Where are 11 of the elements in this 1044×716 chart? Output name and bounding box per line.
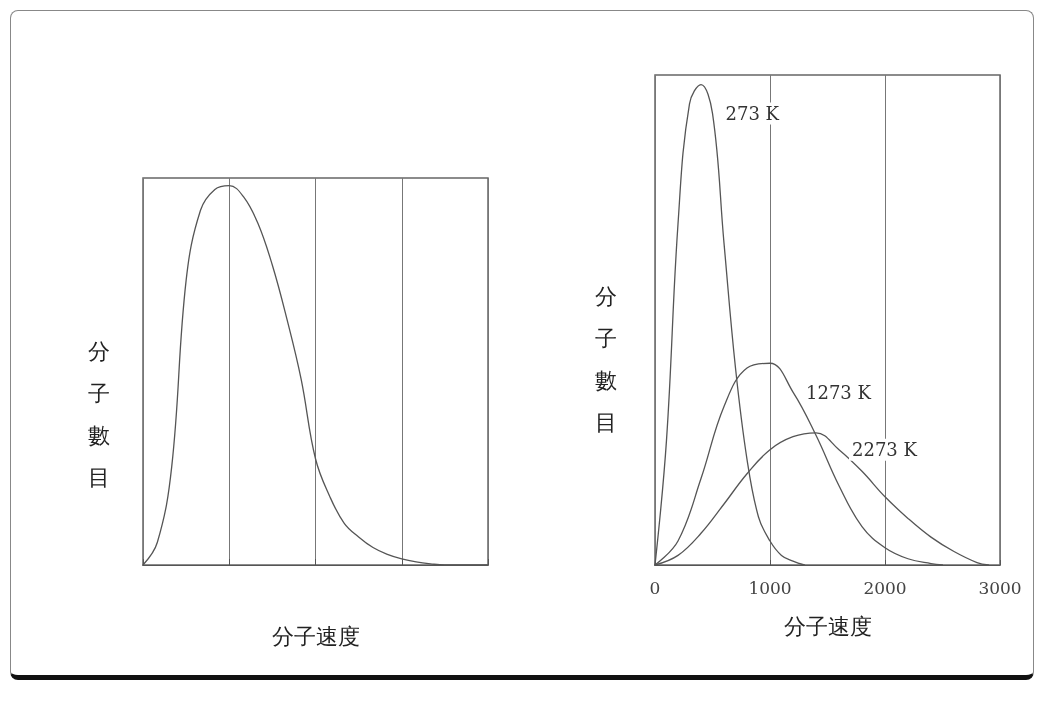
series-label: 2273 K: [852, 439, 918, 461]
series-label: 1273 K: [806, 381, 872, 403]
series-label: 273 K: [725, 102, 780, 124]
x-tick-label: 1000: [748, 577, 792, 598]
x-axis-title: 分子速度: [783, 613, 872, 639]
x-tick-label: 3000: [978, 577, 1022, 598]
x-tick-label: 0: [649, 577, 661, 598]
x-tick-label: 2000: [863, 577, 907, 598]
y-axis-title: 分子數目: [88, 338, 110, 490]
x-axis-title: 分子速度: [271, 623, 360, 649]
y-axis-title: 分子數目: [595, 283, 617, 435]
